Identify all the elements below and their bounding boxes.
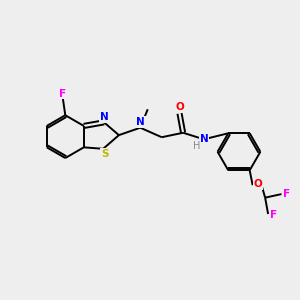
Text: F: F <box>270 211 277 220</box>
Text: O: O <box>254 179 262 189</box>
Text: O: O <box>175 103 184 112</box>
Text: F: F <box>283 189 290 199</box>
Text: N: N <box>136 117 145 127</box>
Text: N: N <box>200 134 208 144</box>
Text: S: S <box>101 149 108 159</box>
Text: F: F <box>59 88 67 98</box>
Text: H: H <box>193 141 200 151</box>
Text: N: N <box>100 112 108 122</box>
